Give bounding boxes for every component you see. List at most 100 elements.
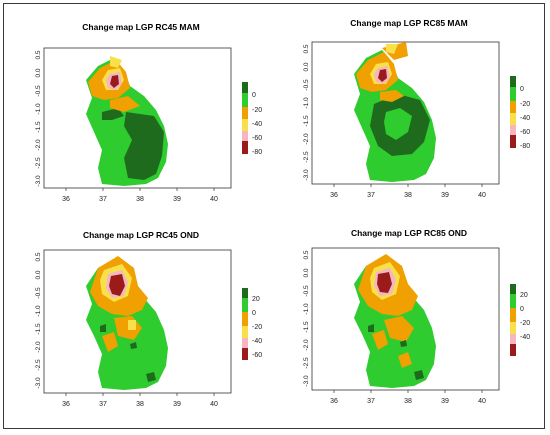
y-tick-label: 0.0	[35, 270, 42, 279]
plot-box	[311, 247, 500, 391]
x-tick-label: 37	[367, 192, 375, 199]
x-tick-label: 36	[62, 401, 70, 408]
y-tick-label: -2.0	[303, 133, 310, 145]
y-tick-label: -2.0	[303, 339, 310, 351]
y-tick-label: -1.0	[35, 305, 42, 317]
legend-swatch	[510, 334, 516, 344]
legend: 0 -20 -40 -60 -80	[510, 76, 530, 150]
y-tick-label: 0.5	[303, 250, 310, 259]
region-map	[354, 254, 436, 388]
y-tick-label: -1.0	[35, 103, 42, 115]
y-tick-label: -1.0	[303, 303, 310, 315]
legend-swatch	[510, 284, 516, 294]
legend-label: -80	[520, 143, 530, 150]
x-tick-label: 38	[136, 401, 144, 408]
legend-swatch	[510, 308, 516, 322]
y-axis: 0.5 0.0 -0.5 -1.0 -1.5 -2.0 -2.5 -3.0	[35, 252, 42, 388]
map-panel-rc85-ond: Change map LGP RC85 OND	[274, 216, 544, 426]
legend-swatch	[242, 107, 248, 119]
legend-swatch	[510, 113, 516, 125]
y-tick-label: 0.0	[35, 68, 42, 77]
x-tick-label: 40	[210, 196, 218, 203]
legend-swatch	[242, 326, 248, 338]
x-tick-label: 38	[404, 192, 412, 199]
y-axis: 0.5 0.0 -0.5 -1.0 -1.5 -2.0 -2.5 -3.0	[35, 50, 42, 186]
legend-swatch	[242, 338, 248, 348]
y-tick-label: -2.0	[35, 139, 42, 151]
y-tick-label: -2.5	[303, 151, 310, 163]
map-plot: 36 37 38 39 40 0.5 0.0 -0.5 -1.0 -1.5 -2…	[303, 247, 530, 405]
legend-label: 0	[520, 306, 524, 313]
legend-swatch	[242, 119, 248, 131]
y-tick-label: -0.5	[35, 85, 42, 97]
x-tick-label: 39	[173, 401, 181, 408]
x-tick-label: 36	[62, 196, 70, 203]
map-plot: 36 37 38 39 40 0.5 0.0 -0.5 -1.0 -1.5 -2…	[303, 41, 530, 199]
legend-swatch	[510, 87, 516, 101]
y-tick-label: -1.5	[35, 121, 42, 133]
plot-box	[311, 41, 500, 185]
y-tick-label: 0.0	[303, 268, 310, 277]
legend-swatch	[242, 141, 248, 154]
y-tick-label: 0.5	[303, 44, 310, 53]
legend-swatch	[242, 288, 248, 298]
x-tick-label: 40	[478, 398, 486, 405]
y-tick-label: -1.5	[303, 115, 310, 127]
y-tick-label: -0.5	[303, 285, 310, 297]
figure-frame: Change map LGP RC45 MAM	[3, 3, 545, 429]
panel-title: Change map LGP RC85 OND	[350, 228, 468, 238]
y-tick-label: -3.0	[35, 377, 42, 389]
y-tick-label: -2.0	[35, 341, 42, 353]
legend-label: -40	[252, 121, 262, 128]
y-tick-label: -3.0	[303, 375, 310, 387]
region-map	[86, 256, 168, 390]
legend-label: -20	[520, 320, 530, 327]
legend-label: -60	[252, 135, 262, 142]
x-tick-label: 40	[210, 401, 218, 408]
region-map	[86, 56, 168, 186]
legend-swatch	[242, 131, 248, 141]
y-tick-label: -1.5	[35, 323, 42, 335]
legend-label: 0	[252, 92, 256, 99]
legend-label: 20	[520, 292, 528, 299]
legend-label: 20	[252, 296, 260, 303]
map-plot: 36 37 38 39 40 0.5 0.0 -0.5 -1.0 -1.5 -2…	[35, 47, 262, 203]
legend-swatch	[510, 135, 516, 148]
map-panel-rc45-ond: Change map LGP RC45 OND	[6, 216, 276, 426]
y-tick-label: -1.5	[303, 321, 310, 333]
y-tick-label: -1.0	[303, 97, 310, 109]
x-tick-label: 40	[478, 192, 486, 199]
y-tick-label: -2.5	[35, 157, 42, 169]
legend-swatch	[510, 294, 516, 308]
legend-label: 0	[520, 86, 524, 93]
legend: 0 -20 -40 -60 -80	[242, 82, 262, 156]
x-tick-label: 37	[367, 398, 375, 405]
x-axis: 36 37 38 39 40	[330, 390, 486, 405]
legend-label: -60	[520, 129, 530, 136]
x-tick-label: 38	[136, 196, 144, 203]
legend-swatch	[510, 344, 516, 356]
x-tick-label: 39	[441, 192, 449, 199]
panel-title: Change map LGP RC45 MAM	[82, 22, 200, 32]
legend-swatch	[510, 101, 516, 113]
map-panel-rc85-mam: Change map LGP RC85 MAM	[274, 8, 544, 218]
legend: 20 0 -20 -40 -60	[242, 288, 262, 360]
legend-label: -40	[520, 115, 530, 122]
y-tick-label: -2.5	[35, 359, 42, 371]
x-tick-label: 38	[404, 398, 412, 405]
y-tick-label: -3.0	[35, 175, 42, 187]
x-axis: 36 37 38 39 40	[62, 188, 218, 203]
plot-box	[43, 249, 232, 394]
plot-box	[43, 47, 232, 189]
legend-swatch	[242, 348, 248, 360]
legend-swatch	[242, 82, 248, 93]
legend-label: -40	[520, 334, 530, 341]
legend-swatch	[510, 322, 516, 334]
legend-label: -20	[520, 101, 530, 108]
y-tick-label: -0.5	[35, 287, 42, 299]
panel-title: Change map LGP RC45 OND	[82, 230, 200, 240]
legend-label: 0	[252, 310, 256, 317]
y-tick-label: -0.5	[303, 79, 310, 91]
y-tick-label: -2.5	[303, 357, 310, 369]
y-axis: 0.5 0.0 -0.5 -1.0 -1.5 -2.0 -2.5 -3.0	[303, 250, 310, 386]
